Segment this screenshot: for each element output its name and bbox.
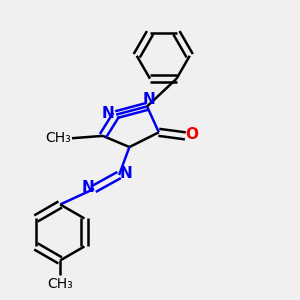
- Text: N: N: [81, 180, 94, 195]
- Text: O: O: [185, 127, 198, 142]
- Text: CH₃: CH₃: [45, 131, 71, 145]
- Text: CH₃: CH₃: [47, 278, 73, 292]
- Text: N: N: [119, 166, 132, 181]
- Text: N: N: [142, 92, 155, 107]
- Text: N: N: [101, 106, 114, 121]
